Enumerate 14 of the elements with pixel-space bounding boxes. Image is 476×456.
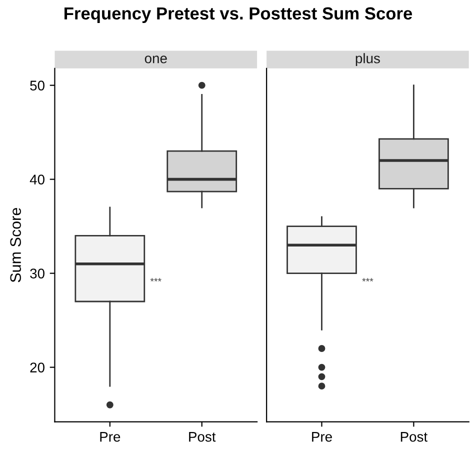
annotation: ***	[362, 278, 374, 282]
y-tick-label: 20	[30, 362, 44, 372]
x-tick-label: Pre	[312, 432, 332, 442]
x-tick-label: Pre	[100, 432, 120, 442]
y-tick-label: 30	[30, 268, 44, 278]
y-axis-title: Sum Score	[10, 208, 21, 282]
x-tick-label: Post	[189, 432, 216, 442]
x-tick-label: Post	[400, 432, 428, 442]
y-tick-label: 40	[30, 174, 44, 184]
y-tick-label: 50	[30, 80, 44, 90]
annotation: ***	[150, 278, 162, 282]
chart-title: Frequency Pretest vs. Posttest Sum Score	[64, 7, 412, 24]
chart-subtitle: plus	[356, 53, 380, 66]
chart-subtitle: one	[144, 56, 167, 64]
